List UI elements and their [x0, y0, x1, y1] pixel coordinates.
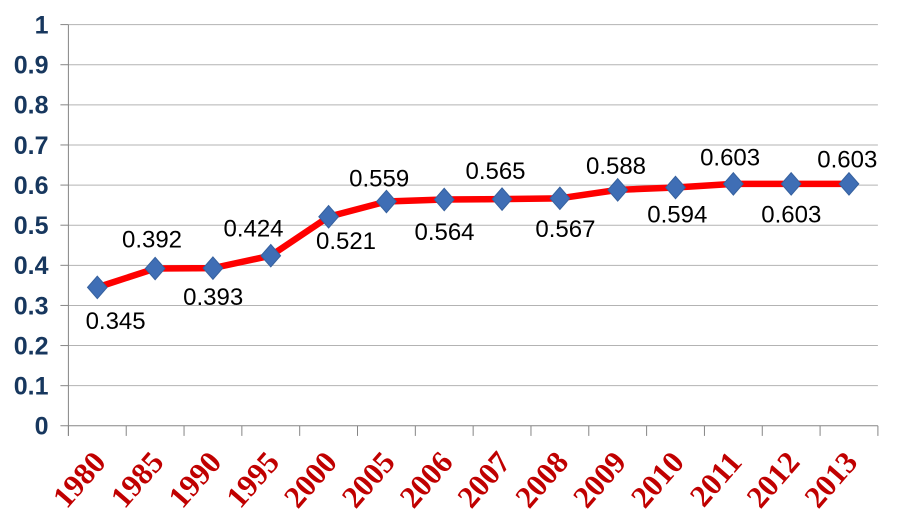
svg-text:0: 0	[35, 413, 49, 441]
svg-text:0.2: 0.2	[14, 332, 49, 360]
svg-text:0.603: 0.603	[817, 147, 877, 174]
svg-text:0.594: 0.594	[647, 202, 707, 229]
svg-text:0.559: 0.559	[349, 166, 409, 193]
svg-text:0.9: 0.9	[14, 52, 49, 80]
svg-text:0.603: 0.603	[700, 145, 760, 172]
svg-text:0.1: 0.1	[14, 373, 49, 401]
svg-text:0.6: 0.6	[14, 172, 49, 200]
svg-text:0.393: 0.393	[183, 284, 243, 311]
svg-text:0.392: 0.392	[122, 226, 182, 253]
svg-text:0.564: 0.564	[414, 219, 474, 246]
svg-text:0.345: 0.345	[86, 308, 146, 335]
svg-text:0.567: 0.567	[535, 216, 595, 243]
svg-text:0.603: 0.603	[761, 202, 821, 229]
svg-text:0.565: 0.565	[465, 158, 525, 185]
svg-text:0.4: 0.4	[14, 252, 49, 280]
svg-text:0.5: 0.5	[14, 212, 49, 240]
svg-text:0.7: 0.7	[14, 132, 49, 160]
svg-text:0.588: 0.588	[586, 153, 646, 180]
svg-text:1: 1	[35, 12, 49, 40]
svg-text:0.3: 0.3	[14, 292, 49, 320]
svg-text:0.424: 0.424	[223, 215, 283, 242]
svg-text:0.8: 0.8	[14, 92, 49, 120]
svg-text:0.521: 0.521	[316, 228, 376, 255]
